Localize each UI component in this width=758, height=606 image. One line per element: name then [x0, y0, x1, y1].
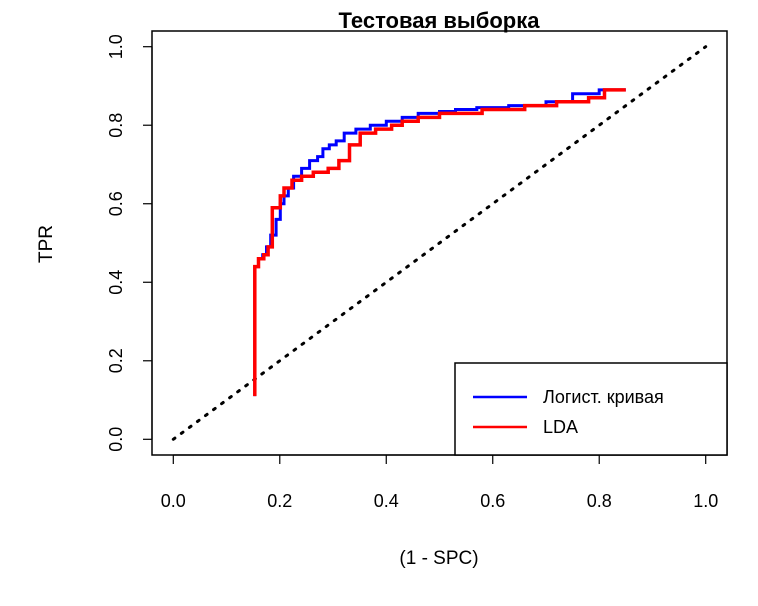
x-axis-label: (1 - SPC) [399, 548, 478, 569]
y-tick-label: 0.0 [106, 427, 126, 452]
y-tick-label: 1.0 [106, 34, 126, 59]
roc-curve-lda [253, 88, 626, 397]
y-tick-label: 0.4 [106, 270, 126, 295]
x-tick-label: 0.0 [161, 491, 186, 511]
x-tick-label: 0.6 [480, 491, 505, 511]
roc-curve-logistic [253, 88, 626, 397]
legend-box [454, 362, 728, 456]
y-tick-label: 0.2 [106, 348, 126, 373]
legend: Логист. кривая LDA [454, 362, 728, 456]
legend-label-logistic: Логист. кривая [543, 387, 664, 407]
x-tick-label: 0.4 [374, 491, 399, 511]
x-tick-label: 1.0 [693, 491, 718, 511]
plot-frame [151, 30, 728, 456]
x-axis-ticks: 0.0 0.2 0.4 0.6 0.8 1.0 [161, 454, 718, 511]
chart-title: Тестовая выборка [339, 8, 541, 33]
y-axis-label: TPR [36, 225, 57, 263]
x-tick-label: 0.8 [587, 491, 612, 511]
plot-area [171, 45, 708, 441]
y-tick-label: 0.6 [106, 191, 126, 216]
legend-label-lda: LDA [543, 417, 578, 437]
x-tick-label: 0.2 [267, 491, 292, 511]
y-axis-ticks: 0.0 0.2 0.4 0.6 0.8 1.0 [106, 34, 153, 452]
reference-diagonal-line [171, 45, 708, 441]
y-tick-label: 0.8 [106, 113, 126, 138]
